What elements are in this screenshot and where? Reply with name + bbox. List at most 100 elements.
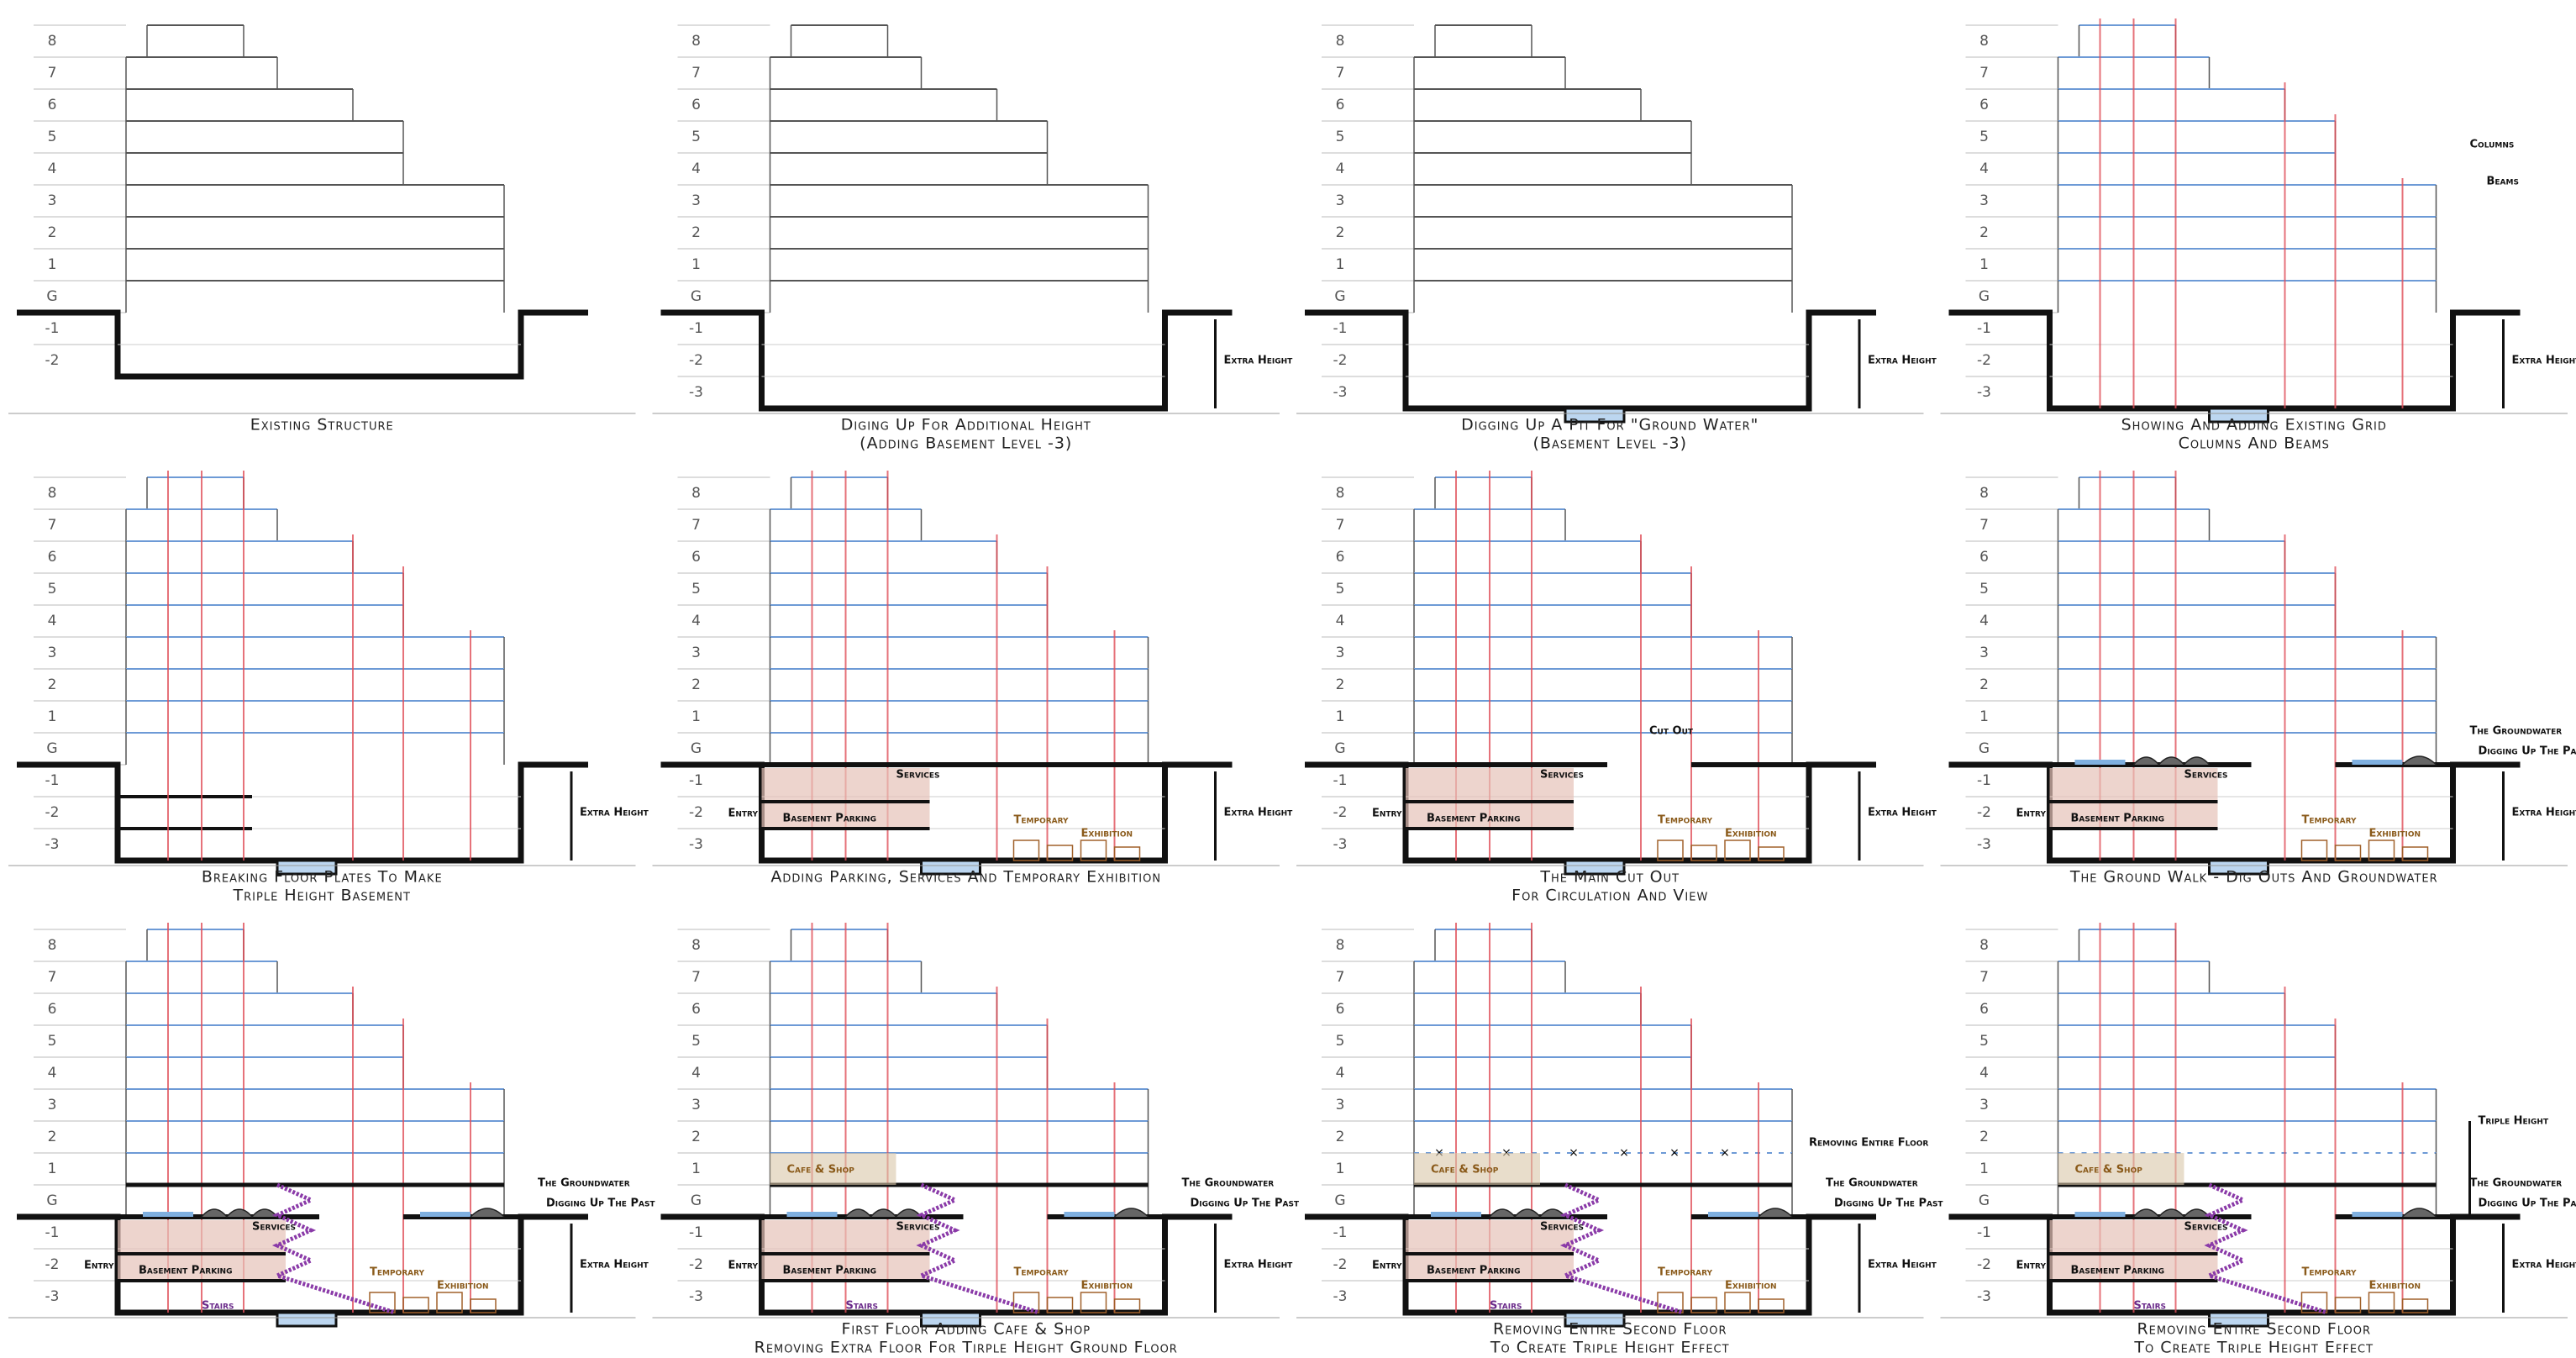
annotation-services: Services bbox=[896, 769, 940, 782]
annotation-services: Services bbox=[1540, 1221, 1584, 1234]
level-label: 5 bbox=[1979, 129, 1989, 145]
level-label: 3 bbox=[691, 192, 701, 209]
annotation-temporary: Temporary bbox=[2302, 814, 2358, 827]
level-label: 3 bbox=[1336, 645, 1345, 661]
level-label: -2 bbox=[45, 804, 60, 821]
level-label: -3 bbox=[45, 836, 60, 853]
level-label: 3 bbox=[691, 1097, 701, 1113]
level-label: 1 bbox=[1336, 708, 1345, 725]
level-label: 2 bbox=[48, 676, 57, 693]
level-label: 7 bbox=[1336, 969, 1345, 986]
exhibit bbox=[2368, 840, 2395, 861]
caption: Triple Height Basement bbox=[233, 887, 411, 905]
annotation-parking: Basement Parking bbox=[1427, 813, 1520, 825]
exhibit bbox=[2401, 846, 2429, 861]
exhibit bbox=[1012, 1292, 1040, 1313]
level-label: G bbox=[46, 288, 57, 305]
annotation-stairs: Stairs bbox=[202, 1300, 234, 1313]
level-label: 2 bbox=[1979, 224, 1989, 241]
level-label: 1 bbox=[1979, 1161, 1989, 1177]
level-label: 7 bbox=[1979, 969, 1989, 986]
annotation-past: Digging Up The Past bbox=[1834, 1197, 1943, 1210]
level-label: 8 bbox=[1979, 33, 1989, 50]
level-label: 4 bbox=[1979, 613, 1989, 629]
level-label: G bbox=[1334, 1192, 1345, 1209]
panel: 8 7 6 5 4 3 2 1 G -1 -2 -3 Extra Height Services Entry… bbox=[8, 923, 655, 1328]
level-label: 1 bbox=[691, 256, 701, 273]
level-label: 4 bbox=[1336, 613, 1345, 629]
groundwater bbox=[143, 1212, 193, 1217]
level-label: -3 bbox=[1977, 384, 1991, 401]
annotation-groundwater: The Groundwater bbox=[538, 1177, 630, 1190]
level-label: G bbox=[1334, 740, 1345, 757]
annotation-groundwater: The Groundwater bbox=[1182, 1177, 1275, 1190]
level-label: 3 bbox=[1979, 1097, 1989, 1113]
parking-zone bbox=[118, 1220, 286, 1281]
annotation-stairs: Stairs bbox=[2134, 1300, 2167, 1313]
level-label: 5 bbox=[1336, 581, 1345, 597]
annotation-parking: Basement Parking bbox=[783, 813, 876, 825]
groundwater bbox=[1064, 1212, 1115, 1217]
annotation-triple: Triple Height bbox=[2479, 1115, 2549, 1128]
caption: Removing Entire Second Floor bbox=[2137, 1320, 2371, 1339]
stairs bbox=[2203, 1182, 2328, 1315]
annotation-entry: Entry bbox=[728, 808, 759, 820]
level-label: 5 bbox=[1336, 1033, 1345, 1050]
annotation-parking: Basement Parking bbox=[2071, 813, 2164, 825]
level-label: -2 bbox=[45, 1256, 60, 1273]
level-label: -1 bbox=[1977, 320, 1991, 337]
caption: Breaking Floor Plates To Make bbox=[202, 868, 443, 887]
level-label: 3 bbox=[691, 645, 701, 661]
ground-line bbox=[660, 309, 1233, 412]
annotation-cafe: Cafe & Shop bbox=[787, 1164, 855, 1176]
annotation-parking: Basement Parking bbox=[783, 1265, 876, 1277]
level-label: 8 bbox=[1336, 485, 1345, 502]
stairs bbox=[271, 1182, 396, 1315]
dig-out bbox=[844, 1208, 1149, 1219]
annotation-extra: Extra Height bbox=[1224, 1259, 1294, 1271]
annotation-extra: Extra Height bbox=[580, 1259, 649, 1271]
exhibit bbox=[1758, 1298, 1785, 1313]
caption: To Create Triple Height Effect bbox=[1490, 1339, 1730, 1357]
annotation-entry: Entry bbox=[1372, 1260, 1402, 1272]
annotation-remove: Removing Entire Floor bbox=[1809, 1137, 1928, 1150]
panel: 8 7 6 5 4 3 2 1 G -1 -2 -3 Extra Height Diging Up For… bbox=[652, 24, 1293, 453]
pit bbox=[1564, 407, 1626, 424]
annotation-exhibition: Exhibition bbox=[437, 1280, 489, 1292]
level-label: 8 bbox=[691, 937, 701, 954]
annotation-extra: Extra Height bbox=[1224, 807, 1294, 819]
level-label: G bbox=[691, 1192, 702, 1209]
annotation-past: Digging Up The Past bbox=[546, 1197, 655, 1210]
annotation-entry: Entry bbox=[84, 1260, 114, 1272]
annotation-cafe: Cafe & Shop bbox=[2075, 1164, 2143, 1176]
level-label: -3 bbox=[1333, 1288, 1348, 1305]
level-label: 6 bbox=[691, 1001, 701, 1018]
pit bbox=[276, 859, 338, 876]
exhibit bbox=[1657, 1292, 1684, 1313]
annotation-extra: Extra Height bbox=[2512, 1259, 2576, 1271]
level-label: 1 bbox=[1979, 708, 1989, 725]
exhibit bbox=[1012, 840, 1040, 861]
caption: The Main Cut Out bbox=[1539, 868, 1680, 887]
annotation-past: Digging Up The Past bbox=[2479, 745, 2576, 758]
groundwater bbox=[2074, 760, 2126, 765]
level-label: -2 bbox=[1333, 352, 1348, 369]
level-label: 4 bbox=[1336, 1065, 1345, 1082]
level-label: -1 bbox=[1977, 1224, 1991, 1241]
dig-out bbox=[2132, 755, 2437, 766]
level-label: 3 bbox=[48, 192, 57, 209]
annotation-exhibition: Exhibition bbox=[2369, 828, 2421, 840]
pit bbox=[1564, 859, 1626, 876]
level-label: 4 bbox=[691, 1065, 701, 1082]
ground-line bbox=[17, 309, 588, 380]
pit bbox=[2208, 407, 2269, 424]
level-label: 7 bbox=[48, 65, 57, 82]
pit bbox=[2208, 859, 2269, 876]
annotation-entry: Entry bbox=[2016, 808, 2047, 820]
level-label: 5 bbox=[691, 129, 701, 145]
pit bbox=[1564, 1311, 1626, 1328]
level-label: 4 bbox=[48, 161, 57, 177]
level-label: 7 bbox=[48, 517, 57, 534]
panel: 8 7 6 5 4 3 2 1 G -1 -2 -3 Extra Height Services Entry… bbox=[1940, 471, 2576, 887]
annotation-services: Services bbox=[2184, 769, 2228, 782]
